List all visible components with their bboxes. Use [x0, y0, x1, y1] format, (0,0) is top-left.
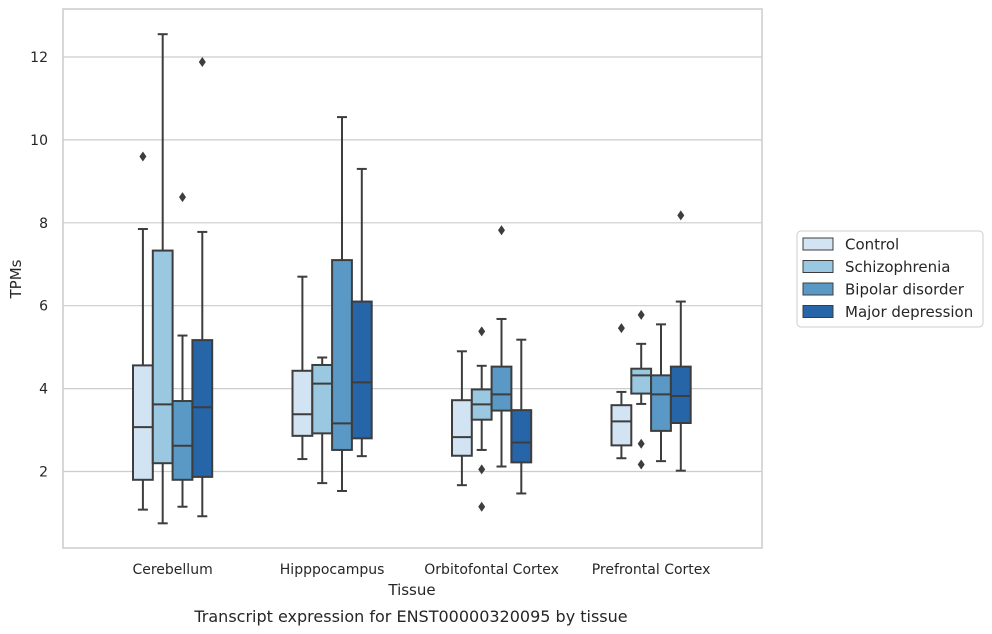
legend-swatch — [802, 260, 834, 273]
legend-swatch — [802, 305, 834, 318]
outlier-point — [677, 210, 685, 221]
box-iqr — [151, 249, 174, 465]
box-2-0 — [451, 350, 473, 487]
box-3-2 — [650, 323, 672, 463]
box-plot-series — [132, 33, 692, 525]
outlier-point — [478, 464, 486, 475]
box-0-0 — [132, 151, 154, 511]
box-iqr — [510, 409, 533, 464]
outlier-point — [637, 309, 645, 320]
legend: Control Schizophrenia Bipolar disorder Majo… — [796, 230, 984, 328]
chart-caption: Transcript expression for ENST0000032009… — [193, 607, 627, 626]
box-2-3 — [510, 338, 533, 495]
box-iqr — [132, 364, 154, 481]
outlier-point — [637, 459, 645, 470]
box-iqr — [490, 365, 513, 412]
box-3-1 — [630, 309, 653, 470]
legend-swatch — [802, 237, 834, 251]
y-tick-label: 8 — [39, 216, 48, 232]
legend-swatch — [802, 282, 834, 296]
box-iqr — [610, 404, 633, 447]
box-iqr — [331, 259, 353, 451]
x-tick-label: Orbitofontal Cortex — [424, 562, 559, 578]
box-3-0 — [610, 323, 633, 460]
box-0-2 — [171, 192, 194, 508]
legend-label: Schizophrenia — [845, 258, 950, 276]
box-iqr — [350, 300, 373, 440]
outlier-point — [478, 326, 486, 337]
y-tick-label: 6 — [39, 299, 48, 315]
box-iqr — [171, 400, 194, 481]
box-1-0 — [291, 275, 314, 461]
outlier-point — [198, 56, 206, 67]
y-axis-label: TPMs — [7, 259, 25, 299]
box-0-3 — [191, 56, 214, 518]
x-axis-label: Tissue — [387, 581, 435, 599]
box-1-3 — [350, 167, 373, 458]
legend-label: Major depression — [845, 303, 973, 321]
box-1-1 — [311, 356, 334, 485]
box-0-1 — [151, 33, 174, 525]
box-2-2 — [490, 225, 513, 468]
box-iqr — [451, 399, 473, 457]
y-tick-label: 2 — [39, 465, 48, 481]
box-iqr — [311, 363, 334, 435]
y-tick-labels: 2 4 6 8 10 12 — [30, 50, 48, 481]
x-tick-label: Cerebellum — [132, 562, 212, 578]
outlier-point — [478, 501, 486, 512]
y-tick-label: 4 — [39, 382, 48, 398]
legend-label: Bipolar disorder — [845, 281, 965, 299]
outlier-point — [179, 192, 186, 203]
y-tick-label: 12 — [30, 50, 48, 66]
outlier-point — [617, 323, 625, 334]
box-iqr — [191, 339, 214, 478]
x-tick-label: Hipppocampus — [280, 562, 385, 578]
outlier-point — [637, 438, 645, 449]
plot-area-frame — [62, 8, 763, 549]
box-3-3 — [669, 210, 692, 472]
x-tick-labels: Cerebellum Hipppocampus Orbitofontal Corte… — [132, 562, 711, 578]
box-iqr — [630, 367, 653, 395]
gridlines — [63, 56, 762, 473]
legend-label: Control — [845, 236, 899, 254]
y-tick-label: 10 — [30, 133, 48, 149]
outlier-point — [139, 151, 147, 162]
x-tick-label: Prefrontal Cortex — [592, 562, 711, 578]
box-1-2 — [331, 116, 353, 492]
box-iqr — [669, 365, 692, 425]
box-iqr — [650, 374, 672, 432]
box-2-1 — [470, 326, 493, 512]
outlier-point — [498, 225, 505, 236]
box-iqr — [291, 369, 314, 437]
legend-frame — [796, 230, 984, 328]
